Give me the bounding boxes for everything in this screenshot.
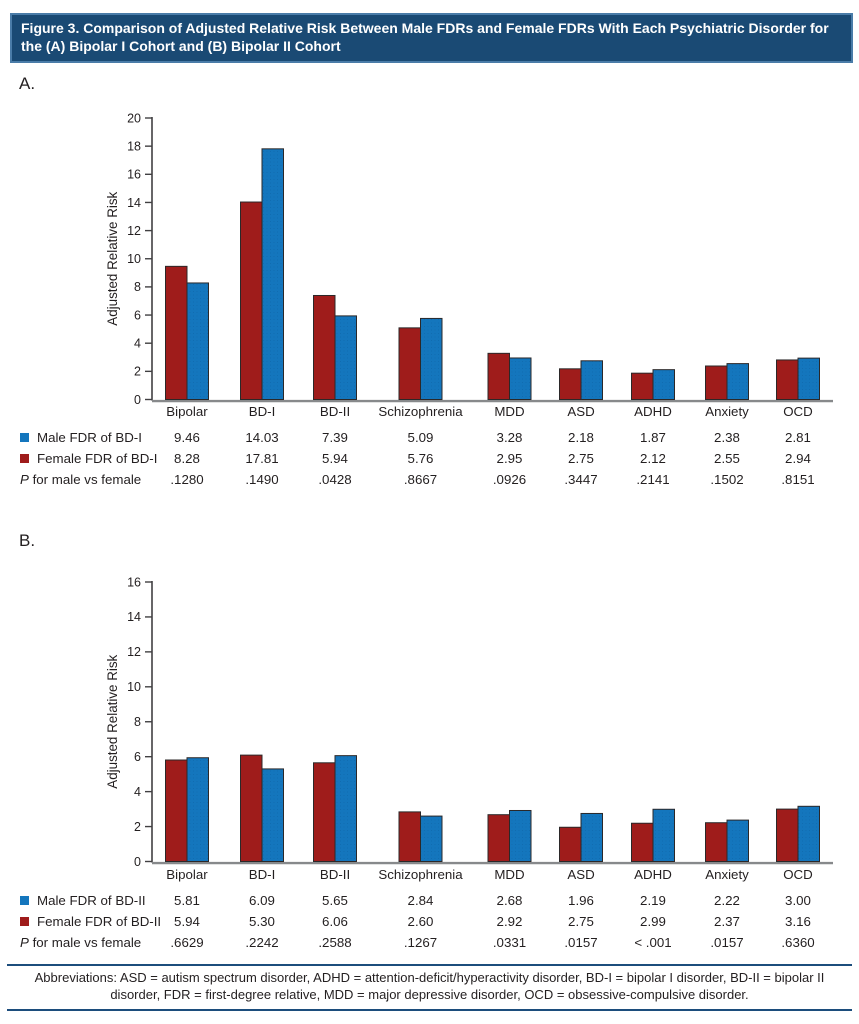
value-cell: 3.00 (785, 893, 811, 908)
category-label: ASD (567, 867, 595, 882)
value-cell: 2.99 (640, 914, 666, 929)
legend-label: Male FDR of BD-II (37, 893, 146, 908)
p-value-cell: .8151 (781, 472, 815, 487)
value-cell: 6.09 (249, 893, 275, 908)
category-label: MDD (494, 404, 525, 419)
p-value-cell: .8667 (403, 472, 438, 487)
value-cell: 8.28 (174, 451, 200, 466)
legend-row-male: Male FDR of BD-I (20, 429, 142, 446)
value-cell: 9.46 (174, 430, 200, 445)
category-label: ASD (567, 404, 595, 419)
category-label: Bipolar (166, 404, 208, 419)
p-value-cell: .3447 (564, 472, 598, 487)
value-cell: 5.94 (174, 914, 200, 929)
p-value-cell: .1490 (245, 472, 279, 487)
value-cell: 2.95 (496, 451, 523, 466)
p-symbol: P (20, 935, 29, 950)
value-cell: 2.84 (407, 893, 434, 908)
legend-swatch-male (20, 433, 29, 442)
category-label: BD-I (248, 404, 276, 419)
category-label: OCD (783, 404, 813, 419)
value-cell: 7.39 (322, 430, 348, 445)
p-value-cell: .0926 (492, 472, 527, 487)
value-cell: 6.06 (322, 914, 348, 929)
value-cell: 5.94 (322, 451, 348, 466)
figure-title-bar: Figure 3. Comparison of Adjusted Relativ… (10, 13, 853, 63)
value-cell: 5.30 (249, 914, 275, 929)
abbreviations-text: Abbreviations: ASD = autism spectrum dis… (34, 970, 825, 1003)
value-cell: 5.65 (322, 893, 348, 908)
value-cell: 2.75 (568, 451, 594, 466)
value-cell: 2.12 (640, 451, 666, 466)
value-cell: 2.94 (785, 451, 811, 466)
legend-label: Female FDR of BD-I (37, 451, 158, 466)
legend-swatch-female (20, 917, 29, 926)
value-cell: 2.68 (496, 893, 523, 908)
legend-row-male: Male FDR of BD-II (20, 892, 146, 909)
category-label: ADHD (634, 867, 672, 882)
legend-label: Female FDR of BD-II (37, 914, 162, 929)
value-cell: 14.03 (245, 430, 279, 445)
category-label: Anxiety (705, 404, 749, 419)
category-label: Schizophrenia (378, 867, 463, 882)
category-label: Bipolar (166, 867, 208, 882)
category-label: BD-I (248, 867, 276, 882)
p-value-cell: .2141 (636, 472, 670, 487)
value-cell: 2.22 (714, 893, 740, 908)
category-label: Anxiety (705, 867, 749, 882)
value-cell: 2.75 (568, 914, 594, 929)
value-cell: 17.81 (245, 451, 279, 466)
footer-rule-bottom (7, 1009, 852, 1011)
value-cell: 1.96 (568, 893, 594, 908)
category-label: Schizophrenia (378, 404, 463, 419)
legend-row-female: Female FDR of BD-II (20, 913, 161, 930)
legend-swatch-male (20, 896, 29, 905)
p-row-label: P for male vs female (20, 472, 142, 487)
category-label: BD-II (319, 404, 351, 419)
legend-swatch-female (20, 454, 29, 463)
p-value-cell: .6360 (781, 935, 815, 950)
p-value-cell: .0157 (710, 935, 744, 950)
value-cell: 2.37 (714, 914, 740, 929)
value-cell: 2.92 (496, 914, 523, 929)
value-cell: 2.60 (407, 914, 434, 929)
legend-row-female: Female FDR of BD-I (20, 450, 157, 467)
p-value-cell: .1502 (710, 472, 744, 487)
value-cell: 2.38 (714, 430, 740, 445)
value-cell: 1.87 (640, 430, 666, 445)
p-value-cell: .2588 (318, 935, 352, 950)
legend-label: Male FDR of BD-I (37, 430, 142, 445)
category-label: OCD (783, 867, 813, 882)
p-value-cell: .0157 (564, 935, 598, 950)
p-value-cell: .6629 (170, 935, 204, 950)
value-cell: 2.55 (714, 451, 740, 466)
category-label: BD-II (319, 867, 351, 882)
p-value-cell: .2242 (245, 935, 279, 950)
figure-title: Figure 3. Comparison of Adjusted Relativ… (21, 20, 829, 54)
value-cell: 5.81 (174, 893, 200, 908)
p-value-cell: .0428 (318, 472, 352, 487)
p-value-cell: .1267 (403, 935, 438, 950)
value-cell: 2.19 (640, 893, 666, 908)
p-value-cell: .1280 (170, 472, 204, 487)
p-symbol: P (20, 472, 29, 487)
value-cell: 5.76 (407, 451, 434, 466)
value-cell: 5.09 (407, 430, 434, 445)
panel-a-label: A. (19, 74, 36, 93)
panel-b-label: B. (19, 531, 36, 550)
footer-rule-top (7, 964, 852, 966)
p-value-cell: .0331 (492, 935, 527, 950)
value-cell: 3.28 (496, 430, 523, 445)
p-value-cell: < .001 (634, 935, 672, 950)
value-cell: 2.81 (785, 430, 811, 445)
value-cell: 3.16 (785, 914, 811, 929)
value-cell: 2.18 (568, 430, 594, 445)
p-row-label: P for male vs female (20, 935, 142, 950)
category-label: ADHD (634, 404, 672, 419)
category-label: MDD (494, 867, 525, 882)
